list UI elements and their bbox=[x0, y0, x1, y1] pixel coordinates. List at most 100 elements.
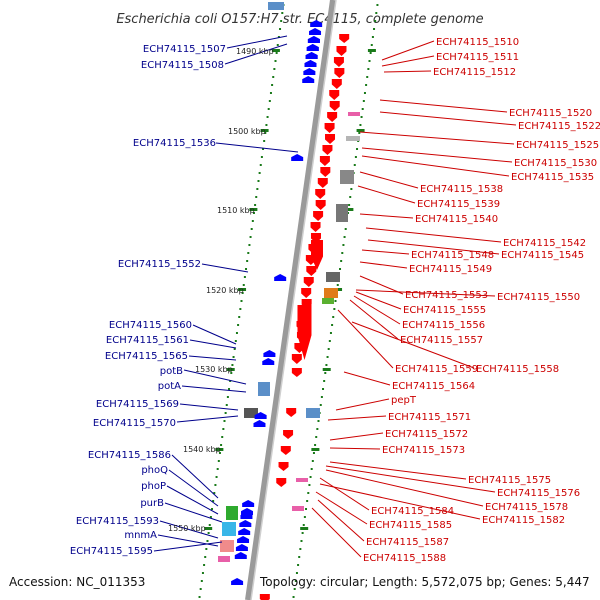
gene-label[interactable]: ECH74115_1565 bbox=[105, 351, 188, 362]
gene-label[interactable]: ECH74115_1555 bbox=[403, 305, 486, 316]
gene-label[interactable]: ECH74115_1522 bbox=[518, 121, 600, 132]
gene-label[interactable]: ECH74115_1569 bbox=[96, 399, 179, 410]
scale-tick bbox=[297, 564, 300, 566]
gene-label[interactable]: ECH74115_1559 bbox=[395, 364, 478, 375]
gene-label[interactable]: ECH74115_1561 bbox=[106, 335, 189, 346]
scale-tick bbox=[275, 52, 278, 54]
label-connector bbox=[335, 398, 390, 411]
scale-tick bbox=[260, 156, 263, 158]
feature-block bbox=[306, 408, 320, 418]
gene-arrow bbox=[334, 68, 345, 78]
gene-label[interactable]: ECH74115_1578 bbox=[485, 502, 568, 513]
gene-label[interactable]: ECH74115_1536 bbox=[133, 138, 216, 149]
gene-arrow bbox=[234, 552, 247, 559]
gene-label[interactable]: ECH74115_1585 bbox=[369, 520, 452, 531]
gene-label[interactable]: ECH74115_1553 bbox=[405, 290, 488, 301]
label-connector bbox=[189, 339, 237, 349]
scale-tick bbox=[312, 452, 315, 454]
gene-label[interactable]: ECH74115_1595 bbox=[70, 546, 153, 557]
gene-arrow bbox=[313, 211, 324, 221]
gene-label[interactable]: ECH74115_1576 bbox=[497, 488, 580, 499]
gene-label[interactable]: ECH74115_1520 bbox=[509, 108, 592, 119]
scale-tick bbox=[350, 188, 353, 190]
gene-label[interactable]: ECH74115_1588 bbox=[363, 553, 446, 564]
gene-label[interactable]: ECH74115_1550 bbox=[497, 292, 580, 303]
gene-label[interactable]: ECH74115_1582 bbox=[482, 515, 565, 526]
scale-tick bbox=[228, 388, 231, 390]
gene-label[interactable]: ECH74115_1584 bbox=[371, 506, 454, 517]
scale-tick bbox=[281, 12, 284, 14]
feature-block bbox=[336, 204, 348, 222]
gene-label[interactable]: phoP bbox=[141, 481, 166, 492]
scale-ticks bbox=[198, 4, 379, 598]
scale-tick bbox=[208, 524, 211, 526]
gene-label[interactable]: ECH74115_1507 bbox=[143, 44, 226, 55]
gene-label[interactable]: ECH74115_1560 bbox=[109, 320, 192, 331]
scale-tick bbox=[262, 148, 265, 150]
gene-label[interactable]: ECH74115_1535 bbox=[511, 172, 594, 183]
gene-label[interactable]: ECH74115_1538 bbox=[420, 184, 503, 195]
label-connector bbox=[355, 291, 402, 310]
gene-arrow bbox=[239, 520, 252, 527]
gene-label[interactable]: ECH74115_1571 bbox=[388, 412, 471, 423]
scale-tick bbox=[274, 60, 277, 62]
gene-label[interactable]: potB bbox=[160, 366, 183, 377]
scale-tick bbox=[342, 244, 345, 246]
gene-label[interactable]: potA bbox=[158, 381, 181, 392]
scale-tick bbox=[200, 580, 203, 582]
scale-tick bbox=[217, 460, 220, 462]
gene-label[interactable]: ECH74115_1564 bbox=[392, 381, 475, 392]
label-connector bbox=[329, 432, 384, 441]
gene-label[interactable]: ECH74115_1593 bbox=[76, 516, 159, 527]
gene-label[interactable]: purB bbox=[140, 498, 164, 509]
gene-label[interactable]: mnmA bbox=[124, 530, 157, 541]
label-connector bbox=[357, 185, 416, 204]
gene-label[interactable]: ECH74115_1545 bbox=[501, 250, 584, 261]
genome-backbone-highlight bbox=[250, 0, 337, 600]
scale-tick bbox=[376, 4, 379, 6]
gene-label[interactable]: ECH74115_1542 bbox=[503, 238, 586, 249]
gene-label[interactable]: phoQ bbox=[141, 465, 168, 476]
feature-block bbox=[244, 408, 258, 418]
scale-tick bbox=[249, 236, 252, 238]
label-connector bbox=[329, 461, 467, 480]
gene-arrow bbox=[325, 134, 336, 144]
label-connector bbox=[367, 239, 500, 255]
scale-tick bbox=[320, 396, 323, 398]
gene-label[interactable]: ECH74115_1575 bbox=[468, 475, 551, 486]
gene-label[interactable]: pepT bbox=[391, 395, 417, 406]
gene-label[interactable]: ECH74115_1511 bbox=[436, 52, 519, 63]
gene-label[interactable]: ECH74115_1557 bbox=[400, 335, 483, 346]
gene-label[interactable]: ECH74115_1539 bbox=[417, 199, 500, 210]
scale-tick bbox=[230, 372, 233, 374]
gene-label[interactable]: ECH74115_1510 bbox=[436, 37, 519, 48]
gene-label[interactable]: ECH74115_1570 bbox=[93, 418, 176, 429]
scale-tick bbox=[251, 220, 254, 222]
gene-label[interactable]: ECH74115_1549 bbox=[409, 264, 492, 275]
gene-label[interactable]: ECH74115_1512 bbox=[433, 67, 516, 78]
gene-label[interactable]: ECH74115_1556 bbox=[402, 320, 485, 331]
gene-label[interactable]: ECH74115_1572 bbox=[385, 429, 468, 440]
gene-label[interactable]: ECH74115_1558 bbox=[476, 364, 559, 375]
kbp-label: 1520 kbp bbox=[206, 286, 244, 295]
gene-label[interactable]: ECH74115_1587 bbox=[366, 537, 449, 548]
scale-tick bbox=[265, 124, 268, 126]
gene-label[interactable]: ECH74115_1540 bbox=[415, 214, 498, 225]
label-connector bbox=[359, 261, 408, 269]
gene-label[interactable]: ECH74115_1586 bbox=[88, 450, 171, 461]
scale-tick bbox=[209, 516, 212, 518]
label-connector bbox=[379, 111, 517, 126]
gene-label[interactable]: ECH74115_1548 bbox=[411, 250, 494, 261]
gene-label[interactable]: ECH74115_1573 bbox=[382, 445, 465, 456]
gene-label[interactable]: ECH74115_1552 bbox=[118, 259, 201, 270]
gene-arrow bbox=[320, 167, 331, 177]
label-connector bbox=[329, 447, 381, 450]
scale-tick bbox=[255, 196, 258, 198]
gene-label[interactable]: ECH74115_1508 bbox=[141, 60, 224, 71]
gene-arrow-long bbox=[297, 305, 312, 360]
gene-arrow bbox=[254, 412, 267, 419]
gene-label[interactable]: ECH74115_1530 bbox=[514, 158, 597, 169]
scale-tick bbox=[310, 468, 313, 470]
scale-tick bbox=[240, 300, 243, 302]
gene-label[interactable]: ECH74115_1525 bbox=[516, 140, 599, 151]
